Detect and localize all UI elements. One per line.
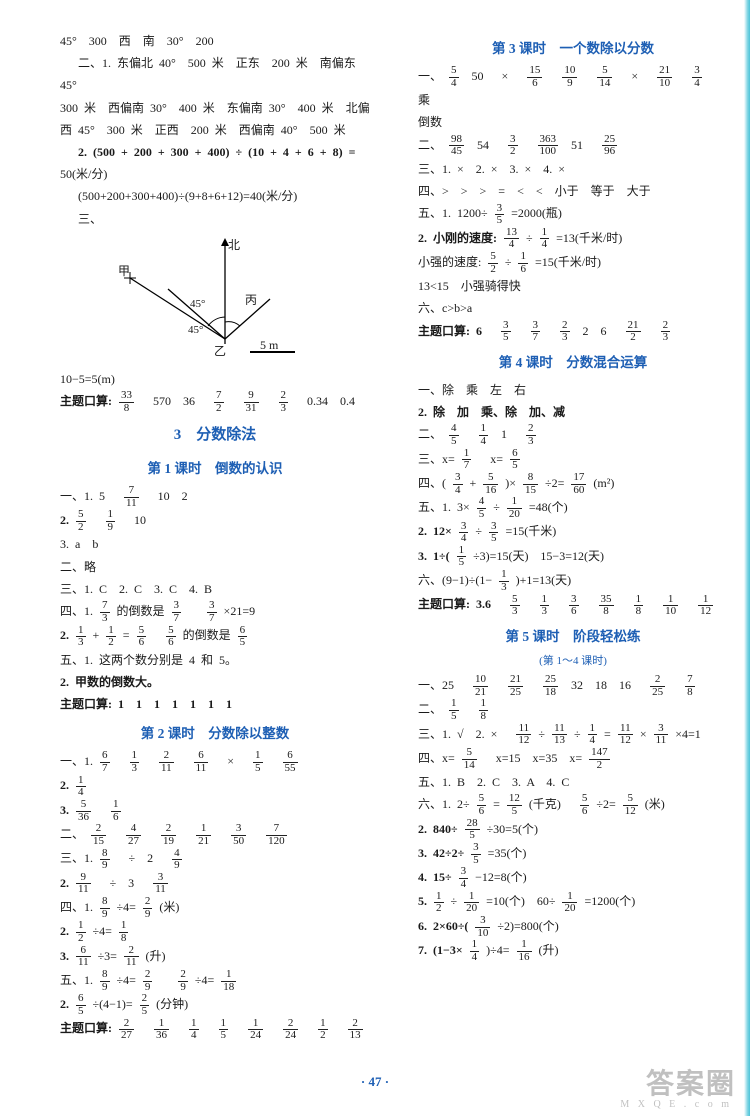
text-line: 2. 840÷ 285 ÷30=5(个) [418, 818, 728, 842]
text-line: 四、1. 89 ÷4= 29 (米) [60, 896, 370, 920]
text-line: 四、1. 73 的倒数是 37 37 ×21=9 [60, 600, 370, 624]
text-line: 3. 611 ÷3= 211 (升) [60, 945, 370, 969]
text-line: 5. 12 ÷ 120 =10(个) 60÷ 120 =1200(个) [418, 890, 728, 914]
lesson-heading: 第 2 课时 分数除以整数 [60, 722, 370, 747]
yi-label: 乙 [214, 340, 226, 362]
text-line: 五、1. 89 ÷4= 29 29 ÷4= 118 [60, 969, 370, 993]
fraction: 338 [119, 390, 134, 414]
lesson-subheading: (第 1～4 课时) [418, 651, 728, 671]
watermark-url: M X Q E . c o m [620, 1099, 732, 1110]
text-line: 2. 小刚的速度: 134 ÷ 14 =13(千米/时) [418, 227, 728, 251]
angle-1: 45° [190, 294, 205, 314]
text-line: 3. a b [60, 533, 370, 555]
text-line: 三、1. × 2. × 3. × 4. × [418, 158, 728, 180]
text-line: 五、1. 这两个数分别是 4 和 5。 [60, 649, 370, 671]
text-line: 13<15 小强骑得快 [418, 275, 728, 297]
text-line: 小强的速度: 52 ÷ 16 =15(千米/时) [418, 251, 728, 275]
text-line: 四、( 34 + 516 )× 815 ÷2= 1760 (m²) [418, 472, 728, 496]
text-line: 六、c>b>a [418, 297, 728, 319]
text-line: 二、 215 427 219 121 350 7120 [60, 823, 370, 847]
text-line: 倒数 [418, 111, 728, 133]
direction-diagram: 北 甲 丙 乙 45° 45° 5 m [90, 234, 330, 364]
lesson-heading: 第 3 课时 一个数除以分数 [418, 37, 728, 62]
watermark: 答案圈 [646, 1062, 736, 1102]
text-line: 六、(9−1)÷(1− 13 )+1=13(天) [418, 569, 728, 593]
text-line: 2. 13 + 12 = 56 56 的倒数是 65 [60, 624, 370, 648]
text-line: 二、 9845 54 32 363100 51 2596 [418, 134, 728, 158]
text-line: 主题口算: 338 570 36 72 931 23 0.34 0.4 [60, 390, 370, 414]
text-line: 三、1. √ 2. × 1112 ÷ 1113 ÷ 14 = 1112 × 31… [418, 723, 728, 747]
text-line: 六、1. 2÷ 56 = 125 (千克) 56 ÷2= 512 (米) [418, 793, 728, 817]
left-column: 45° 300 西 南 30° 200 二、1. 东偏北 40° 500 米 正… [60, 30, 370, 1040]
angle-2: 45° [188, 320, 203, 340]
text-line: 3. 536 16 [60, 799, 370, 823]
text-line: 二、 45 14 1 23 [418, 423, 728, 447]
text-line: 300 米 西偏南 30° 400 米 东偏南 30° 400 米 北偏 [60, 97, 370, 119]
text-line: 2. 52 19 10 [60, 509, 370, 533]
north-label: 北 [228, 234, 240, 256]
text-line: 3. 42÷2÷ 35 =35(个) [418, 842, 728, 866]
text-line: 2. 甲数的倒数大。 [60, 671, 370, 693]
text-line: 2. (500 + 200 + 300 + 400) ÷ (10 + 4 + 6… [60, 141, 370, 163]
text-line: (500+200+300+400)÷(9+8+6+12)=40(米/分) [60, 185, 370, 207]
text-line: 一、1. 67 13 211 611 × 15 655 [60, 750, 370, 774]
text-line: 四、x= 514 x=15 x=35 x= 1472 [418, 747, 728, 771]
text-line: 主题口算: 227 136 14 15 124 224 12 213 [60, 1017, 370, 1041]
scale-label: 5 m [260, 334, 278, 356]
bing-label: 丙 [245, 289, 257, 311]
text-line: 一、 54 50 × 156 109 514 × 2110 34 乘 [418, 65, 728, 111]
text-line: 2. 65 ÷(4−1)= 25 (分钟) [60, 993, 370, 1017]
text-line: 50(米/分) [60, 163, 370, 185]
text-line: 主题口算: 1 1 1 1 1 1 1 [60, 693, 370, 715]
text-line: 2. 12× 34 ÷ 35 =15(千米) [418, 520, 728, 544]
text-line: 主题口算: 3.6 53 13 36 358 18 110 112 [418, 593, 728, 617]
text-line: 一、除 乘 左 右 [418, 379, 728, 401]
text-line: 五、1. 1200÷ 35 =2000(瓶) [418, 202, 728, 226]
text-line: 一、1. 5 711 10 2 [60, 485, 370, 509]
text-line: 五、1. 3× 45 ÷ 120 =48(个) [418, 496, 728, 520]
text-line: 10−5=5(m) [60, 368, 370, 390]
text-line: 一、25 1021 2125 2518 32 18 16 225 78 [418, 674, 728, 698]
lesson-heading: 第 1 课时 倒数的认识 [60, 457, 370, 482]
right-column: 第 3 课时 一个数除以分数 一、 54 50 × 156 109 514 × … [418, 30, 728, 1040]
page-number: · 47 · [0, 1074, 750, 1090]
text-line: 2. 14 [60, 774, 370, 798]
text-line: 二、1. 东偏北 40° 500 米 正东 200 米 南偏东 45° [60, 52, 370, 96]
text-line: 2. 12 ÷4= 18 [60, 920, 370, 944]
text-line: 四、> > > = < < 小于 等于 大于 [418, 180, 728, 202]
text-line: 西 45° 300 米 正西 200 米 西偏南 40° 500 米 [60, 119, 370, 141]
page-edge-decoration [744, 0, 750, 1116]
text-line: 3. 1÷( 15 ÷3)=15(天) 15−3=12(天) [418, 545, 728, 569]
jia-label: 甲 [118, 260, 130, 282]
text-line: 二、略 [60, 556, 370, 578]
text-line: 三、 [60, 208, 370, 230]
text-line: 三、x= 17 x= 65 [418, 448, 728, 472]
text-line: 7. (1−3× 14 )÷4= 116 (升) [418, 939, 728, 963]
text-line: 2. 除 加 乘、除 加、减 [418, 401, 728, 423]
text-line: 2. 911 ÷ 3 311 [60, 872, 370, 896]
page: 45° 300 西 南 30° 200 二、1. 东偏北 40° 500 米 正… [0, 0, 750, 1060]
text-line: 45° 300 西 南 30° 200 [60, 30, 370, 52]
lesson-heading: 第 4 课时 分数混合运算 [418, 351, 728, 376]
text-line: 4. 15÷ 34 −12=8(个) [418, 866, 728, 890]
text-line: 三、1. 89 ÷ 2 49 [60, 847, 370, 871]
text-line: 三、1. C 2. C 3. C 4. B [60, 578, 370, 600]
text-line: 五、1. B 2. C 3. A 4. C [418, 771, 728, 793]
text-line: 主题口算: 6 35 37 23 2 6 212 23 [418, 320, 728, 344]
text-line: 二、 15 18 [418, 698, 728, 722]
unit-heading: 3 分数除法 [60, 422, 370, 450]
text-line: 6. 2×60÷( 310 ÷2)=800(个) [418, 915, 728, 939]
lesson-heading: 第 5 课时 阶段轻松练 [418, 625, 728, 650]
